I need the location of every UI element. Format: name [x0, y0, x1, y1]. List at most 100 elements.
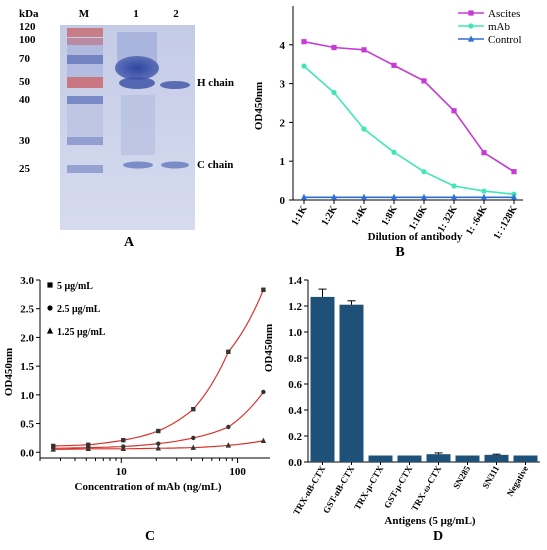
panel-b-point-mab	[421, 169, 427, 175]
panel-c-point	[51, 443, 56, 449]
panel-b-point-mab	[451, 183, 457, 189]
panel-c-point	[226, 349, 231, 354]
panel-d-bar	[426, 454, 451, 462]
panel-d-bar	[484, 454, 509, 462]
panel-b-legend-label: Control	[488, 34, 522, 46]
panel-b-point-ascites	[391, 62, 397, 68]
panel-a-gel: kDa M 1 2 120 100 70 50 40 30 25 H chain…	[19, 8, 234, 250]
panel-c-point	[155, 445, 161, 451]
panel-label-a: A	[124, 235, 135, 250]
panel-c-x-axis-label: Concentration of mAb (ng/mL)	[75, 481, 222, 493]
panel-d-bar	[513, 455, 538, 462]
panel-c-point	[191, 406, 196, 412]
panel-d-chart: 0.0 0.2 0.4 0.6 0.8 1.0 1.2 1.4 TRX-αB-CTXGST-α…	[263, 275, 540, 544]
lane-label-m: M	[79, 8, 90, 20]
panel-c-point	[156, 441, 161, 446]
panel-d-x-tick-label: TRX-ω-CTX	[409, 464, 443, 513]
panel-b-axes	[292, 6, 523, 201]
panel-b-point-control	[420, 193, 428, 200]
panel-c-axes	[39, 280, 270, 459]
panel-b-legend-marker	[468, 23, 474, 29]
panel-b-y-tick-label: 1	[280, 156, 286, 168]
lane-label-1: 1	[133, 8, 139, 20]
panel-c-point	[120, 445, 126, 452]
panel-c-point	[85, 445, 91, 452]
panel-b-x-tick-label: 1:2K	[320, 204, 340, 228]
panel-b-x-tick-label: 1:4K	[350, 204, 370, 228]
panel-b-point-mab	[481, 188, 487, 194]
kda-label: kDa	[19, 8, 39, 20]
panel-d-x-tick-label: Negative	[505, 464, 530, 498]
panel-b-point-control	[300, 193, 308, 200]
marker-40: 40	[19, 94, 31, 106]
panel-b-point-control	[390, 193, 398, 200]
panel-b-x-tick-label: 1:1K	[290, 204, 310, 228]
panel-c-point	[226, 424, 231, 430]
panel-c-legend-label: 2.5 μg/mL	[57, 304, 101, 315]
panel-b-point-mab	[301, 63, 307, 69]
panel-label-c: C	[145, 529, 155, 544]
panel-b-x-axis-label: Dilution of antibody	[368, 231, 463, 243]
panel-b-point-ascites	[361, 47, 367, 53]
panel-d-bar	[310, 296, 335, 462]
panel-c-point	[261, 287, 266, 292]
panel-d-y-tick-label: 1.0	[288, 327, 302, 339]
panel-b-point-mab	[361, 126, 367, 132]
panel-d-x-tick-label: SN311	[480, 464, 501, 491]
panel-d-y-tick-label: 0.4	[288, 405, 302, 417]
panel-b-y-axis-label: OD450nm	[253, 82, 265, 130]
marker-120: 120	[19, 21, 36, 33]
lane-2	[160, 81, 190, 169]
panel-d-x-axis-label: Antigens (5 μg/mL)	[384, 515, 476, 527]
panel-b-legend-label: mAb	[488, 21, 511, 33]
panel-c-y-tick-label: 1.5	[20, 361, 34, 373]
panel-d-y-tick-label: 0.0	[288, 457, 302, 469]
band-label-light: C chain	[197, 159, 233, 171]
panel-c-point	[225, 442, 232, 448]
panel-c-point	[86, 442, 91, 447]
panel-b-point-control	[480, 193, 488, 200]
panel-d-y-axis-label: OD450nm	[263, 324, 275, 372]
panel-c-legend-marker	[47, 282, 53, 288]
panel-c-y-tick-label: 2.0	[20, 332, 34, 344]
marker-50: 50	[19, 76, 31, 88]
panel-b-series-line-ascites	[303, 40, 515, 173]
panel-b-y-ticks: 0 1 2 3 4	[280, 40, 293, 207]
panel-b-y-tick-label: 3	[280, 79, 286, 91]
panel-c-x-tick-label: 100	[229, 466, 246, 478]
panel-c-fit-curve	[53, 391, 264, 449]
panel-c-legend-label: 5 μg/mL	[57, 281, 93, 292]
panel-b-point-control	[330, 193, 338, 200]
panel-b-legend-marker	[467, 35, 475, 42]
panel-b-x-tick-label: 1: 32K	[436, 204, 460, 234]
panel-b-point-ascites	[421, 78, 427, 84]
panel-b-x-tick-label: 1:16K	[407, 204, 430, 232]
panel-d-bar	[368, 455, 393, 462]
panel-c-point	[121, 438, 126, 443]
panel-c-y-tick-label: 1.0	[20, 390, 34, 402]
marker-25: 25	[19, 163, 31, 175]
panel-d-y-tick-label: 1.4	[288, 275, 302, 287]
panel-d-x-tick-label: GST-μ-CTX	[382, 464, 415, 510]
panel-c-legend: 5 μg/mL 2.5 μg/mL 1.25 μg/mL	[46, 281, 106, 338]
panel-c-point	[261, 389, 266, 395]
panel-d-y-ticks: 0.0 0.2 0.4 0.6 0.8 1.0 1.2 1.4	[288, 275, 308, 469]
panel-d-x-ticks: TRX-αB-CTXGST-αB-CTXTRX-μ-CTXGST-μ-CTXTR…	[291, 462, 530, 517]
panel-b-y-tick-label: 2	[280, 117, 286, 129]
panel-b-x-tick-label: 1: :64K	[464, 204, 490, 237]
panel-b-y-tick-label: 0	[280, 195, 286, 207]
panel-c-legend-label: 1.25 μg/mL	[57, 327, 106, 338]
panel-d-x-tick-label: TRX-μ-CTX	[352, 464, 385, 512]
panel-c-point	[190, 444, 196, 450]
marker-70: 70	[19, 53, 31, 65]
lane-1	[115, 32, 159, 169]
panel-c-legend-marker	[47, 305, 53, 311]
panel-b-legend-marker	[468, 10, 474, 16]
band-label-heavy: H chain	[197, 77, 234, 89]
panel-c-x-ticks: 10 100	[39, 458, 246, 478]
panel-b-point-control	[360, 193, 368, 200]
panel-c-point	[156, 428, 161, 434]
panel-d-y-tick-label: 0.2	[288, 431, 302, 443]
